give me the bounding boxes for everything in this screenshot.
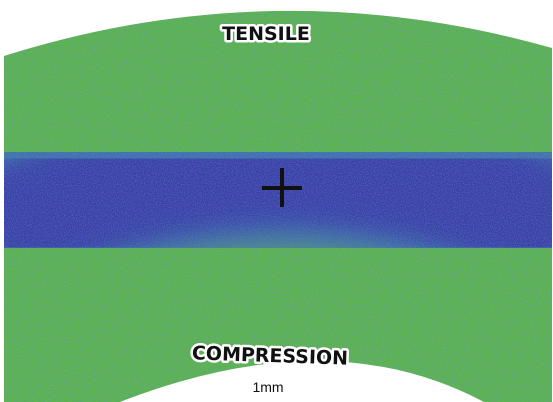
strain-map: TENSILE COMPRESSION 1mm [0,0,553,402]
scale-label: 1mm [252,379,283,395]
tensile-label: TENSILE [222,23,310,45]
image-area [0,0,553,402]
